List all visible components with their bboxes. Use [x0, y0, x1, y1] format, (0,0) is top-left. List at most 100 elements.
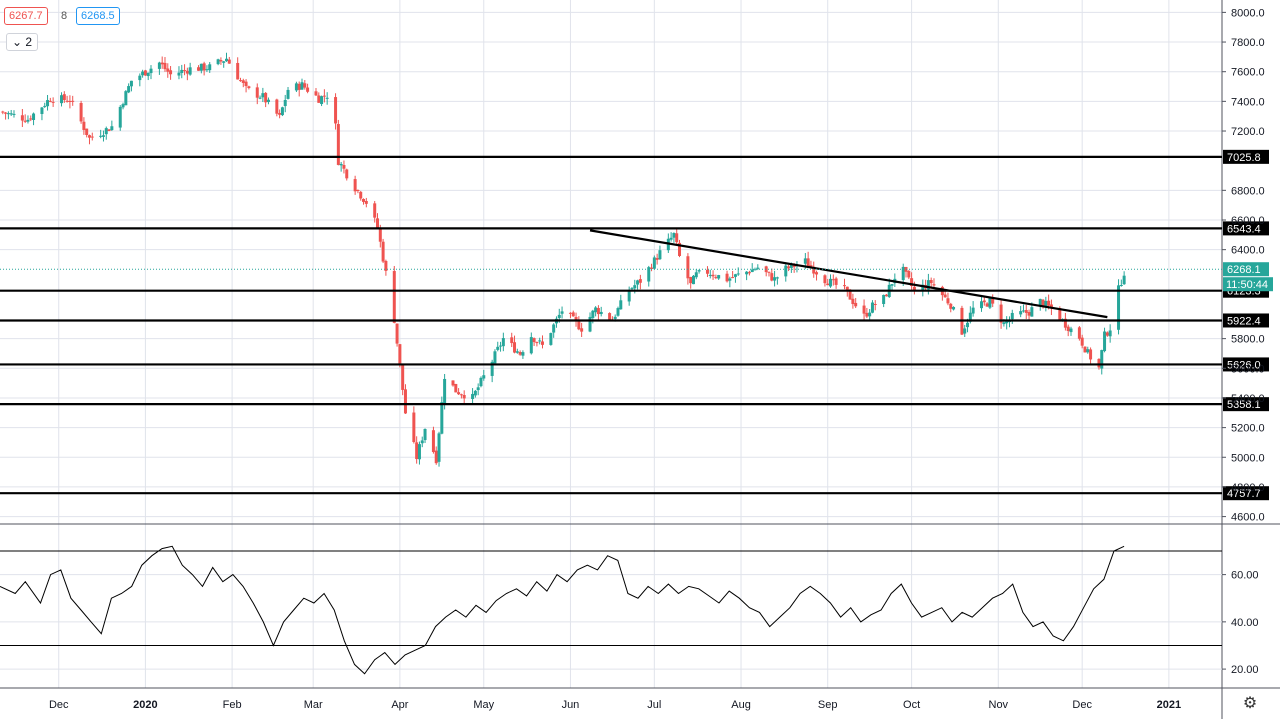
candle-body — [1002, 322, 1006, 325]
candle-body — [79, 102, 83, 122]
candle-body — [815, 272, 819, 275]
candle-body — [157, 62, 161, 69]
candle-body — [401, 363, 405, 390]
candle-body — [705, 269, 709, 274]
candle-body — [921, 284, 925, 292]
level-price-label: 4757.7 — [1227, 488, 1261, 500]
candle-body — [163, 62, 167, 70]
candle-body — [691, 275, 695, 285]
time-axis-label: Dec — [49, 699, 69, 711]
level-price-label: 6543.4 — [1227, 223, 1261, 235]
candle-body — [496, 346, 500, 350]
settings-gear-icon[interactable]: ⚙ — [1242, 695, 1258, 712]
candle-body — [490, 361, 494, 376]
candle-body — [381, 241, 385, 262]
sell-price-box[interactable]: 6267.7 — [4, 7, 48, 25]
candle-body — [971, 307, 975, 314]
candle-body — [557, 314, 561, 318]
candle-body — [188, 67, 192, 75]
price-axis-label: 5600.0 — [1231, 363, 1265, 375]
price-axis-label: 8000.0 — [1231, 7, 1265, 19]
candle-body — [694, 272, 698, 278]
candle-body — [434, 450, 438, 464]
candle-body — [574, 317, 578, 321]
candle-body — [1083, 346, 1087, 353]
candle-body — [616, 308, 620, 316]
price-axis-label: 5800.0 — [1231, 334, 1265, 346]
candle-body — [613, 316, 617, 319]
candle-body — [129, 80, 133, 87]
candle-body — [1080, 337, 1084, 346]
candle-body — [770, 273, 774, 281]
candle-body — [988, 298, 992, 308]
candle-body — [283, 99, 287, 107]
candle-body — [320, 96, 324, 105]
oscillator-pane: 60.00 40.00 20.00 — [0, 545, 1259, 676]
candle-body — [949, 303, 953, 309]
candle-body — [373, 203, 377, 218]
candle-body — [747, 272, 751, 274]
time-axis-label: Jul — [647, 699, 661, 711]
candle-body — [199, 63, 203, 71]
candle-body — [1021, 310, 1025, 312]
candle-body — [714, 277, 718, 279]
candle-body — [336, 124, 340, 165]
level-price-tag — [1223, 221, 1269, 236]
candle-body — [725, 273, 729, 282]
candle-body — [40, 107, 44, 114]
candle-body — [65, 100, 69, 102]
candle-body — [244, 81, 248, 87]
candle-body — [423, 428, 427, 441]
candle-body — [314, 91, 318, 96]
candle-body — [180, 69, 184, 73]
candle-body — [708, 274, 712, 276]
time-axis: Dec 2020 Feb Mar Apr May Jun Jul Aug Sep Oct Nov Dec… — [49, 699, 1181, 711]
candle-body — [775, 277, 779, 279]
candle-body — [238, 80, 242, 82]
candle-body — [789, 263, 793, 268]
candle-body — [630, 288, 634, 290]
candle-body — [1066, 326, 1070, 332]
candle-body — [848, 289, 852, 300]
candle-body — [842, 285, 846, 287]
candle-body — [540, 341, 544, 345]
candle-body — [619, 300, 623, 310]
candle-body — [476, 387, 480, 391]
candle-body — [29, 118, 33, 120]
candle-body — [1119, 285, 1123, 287]
candle-body — [1058, 308, 1062, 321]
candle-body — [980, 301, 984, 309]
candle-body — [985, 303, 989, 307]
candle-body — [717, 275, 721, 279]
candle-body — [32, 113, 36, 120]
candle-body — [1069, 328, 1073, 333]
candle-body — [415, 442, 419, 460]
candle-body — [901, 266, 905, 281]
candle-body — [451, 380, 455, 386]
candle-body — [982, 300, 986, 303]
buy-price-box[interactable]: 6268.5 — [76, 7, 120, 25]
candle-body — [169, 70, 173, 75]
candle-body — [124, 91, 128, 106]
candle-body — [647, 267, 651, 282]
candle-body — [854, 302, 858, 307]
candle-body — [208, 64, 212, 71]
time-axis-label: 2020 — [133, 699, 157, 711]
candle-body — [862, 305, 866, 314]
collapse-toggle-button[interactable]: ⌄ 2 — [6, 33, 39, 51]
time-axis-label: Apr — [391, 699, 408, 711]
candle-body — [991, 297, 995, 304]
candle-body — [1089, 349, 1093, 360]
candle-body — [756, 267, 760, 269]
candle-body — [216, 59, 220, 65]
candle-body — [733, 274, 737, 277]
candle-body — [731, 277, 735, 279]
candle-body — [378, 227, 382, 242]
candle-body — [946, 298, 950, 304]
candle-body — [431, 430, 435, 453]
candle-body — [345, 169, 349, 179]
candle-body — [261, 93, 265, 98]
candle-body — [851, 298, 855, 305]
candle-body — [829, 278, 833, 287]
